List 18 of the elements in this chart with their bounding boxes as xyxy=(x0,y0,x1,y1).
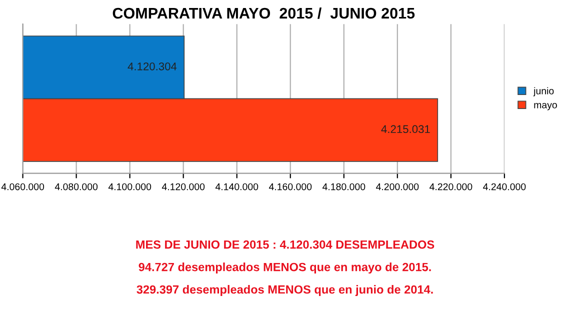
text: 94.727 desempleados MENOS que en mayo de 2015. xyxy=(138,262,431,274)
x-tick-label: 4.220.000 xyxy=(430,183,472,190)
data-label: 4.120.304 xyxy=(128,62,177,70)
x-tick-label: 4.180.000 xyxy=(322,183,366,190)
x-tick-label: 4.080.000 xyxy=(54,183,98,190)
legend-label: mayo xyxy=(534,103,557,110)
chart-title: COMPARATIVA MAYO 2015 / JUNIO 2015 xyxy=(112,7,415,19)
legend-label: junio xyxy=(533,87,554,96)
x-tick-label: 4.200.000 xyxy=(376,183,419,190)
x-tick-label: 4.240.000 xyxy=(483,183,526,190)
x-tick-label: 4.060.000 xyxy=(1,183,44,190)
x-tick-label: 4.100.000 xyxy=(108,183,152,190)
x-tick-label: 4.140.000 xyxy=(215,183,258,190)
text: 329.397 desempleados MENOS que en junio de 2014. xyxy=(136,285,433,296)
x-tick-label: 4.120.000 xyxy=(162,183,205,190)
data-label: 4.215.031 xyxy=(381,125,430,134)
x-tick-label: 4.160.000 xyxy=(268,183,312,190)
text: MES DE JUNIO DE 2015 : 4.120.304 DESEMPLEADOS xyxy=(136,240,434,249)
